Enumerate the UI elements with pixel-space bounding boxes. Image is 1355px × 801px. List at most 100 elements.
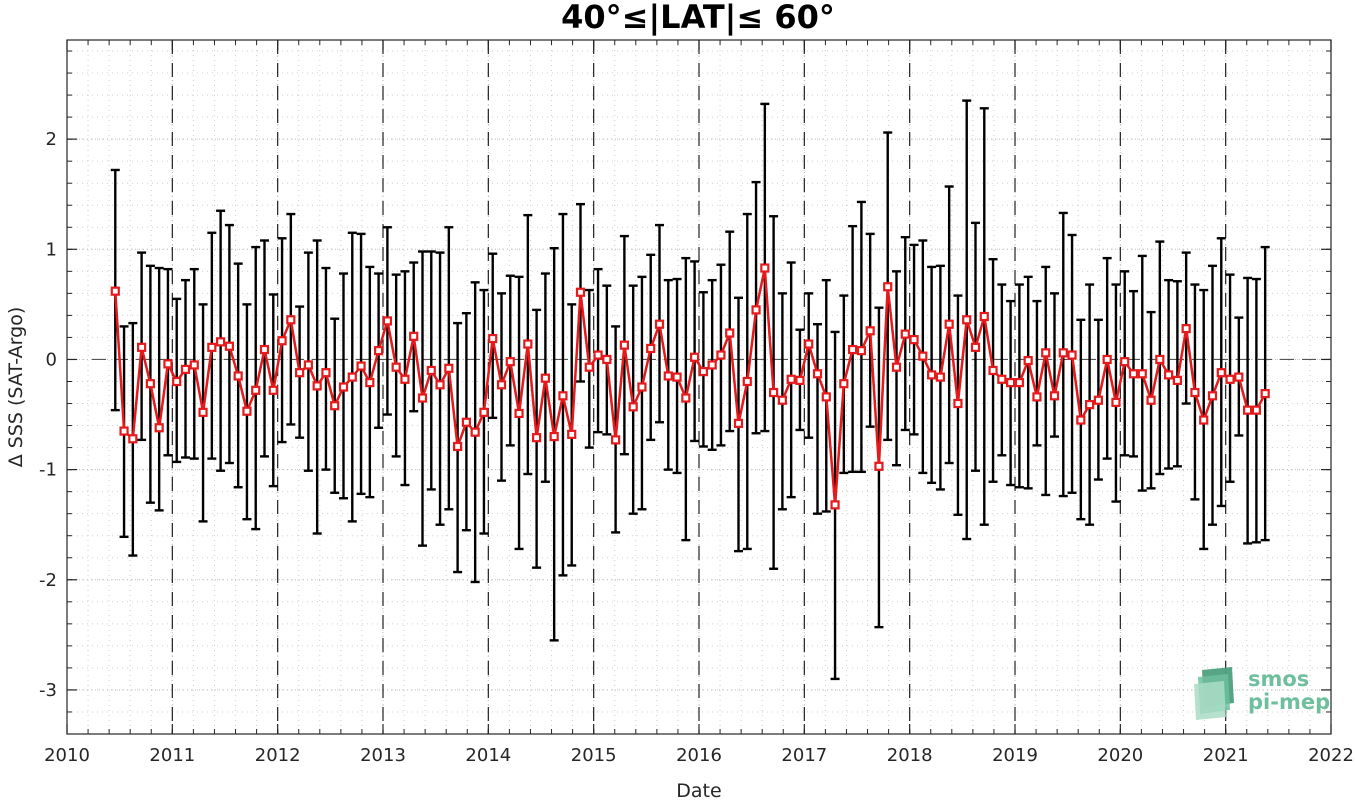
data-point-marker (488, 333, 498, 344)
data-point-marker (646, 343, 656, 354)
x-tick-label: 2018 (887, 745, 933, 766)
x-tick-label: 2012 (255, 745, 301, 766)
data-point-marker (540, 373, 550, 383)
data-point-marker (725, 328, 735, 338)
data-point-marker (207, 342, 217, 352)
x-tick-label: 2019 (992, 745, 1038, 766)
data-point-marker (259, 344, 270, 355)
smos-pi-mep-logo: smos pi-mep (1194, 667, 1330, 720)
data-point-marker (409, 331, 419, 341)
x-tick-label: 2016 (676, 745, 722, 766)
data-point-marker (769, 387, 779, 398)
data-point-marker (251, 385, 261, 395)
data-point-marker (690, 352, 700, 362)
data-point-marker (1032, 392, 1042, 402)
data-point-marker (549, 431, 559, 442)
data-point-marker (611, 435, 621, 445)
data-point-marker (1067, 350, 1077, 360)
data-point-marker (496, 380, 507, 390)
data-point-marker (962, 315, 972, 325)
y-tick-label: -3 (39, 680, 57, 701)
data-point-marker (1128, 369, 1139, 379)
data-point-marker (637, 382, 647, 392)
series-markers (110, 263, 1270, 510)
data-point-marker (233, 371, 243, 381)
data-point-marker (1041, 348, 1051, 358)
logo-text-pi-mep: pi-mep (1248, 690, 1330, 714)
data-point-marker (1137, 369, 1147, 379)
data-point-marker (216, 337, 226, 347)
y-tick-label: 2 (46, 129, 57, 150)
data-point-marker (593, 350, 603, 360)
data-point-marker (172, 376, 182, 387)
data-point-marker (470, 427, 480, 437)
data-point-marker (935, 372, 945, 382)
data-point-marker (400, 374, 410, 384)
data-point-marker (1207, 391, 1218, 401)
x-tick-label: 2011 (149, 745, 195, 766)
data-point-marker (321, 368, 331, 378)
x-tick-label: 2015 (571, 745, 617, 766)
data-point-marker (1225, 374, 1235, 384)
x-tick-label: 2022 (1308, 745, 1354, 766)
data-point-marker (812, 369, 823, 379)
data-point-marker (681, 393, 691, 403)
data-point-marker (927, 370, 937, 380)
data-point-marker (944, 319, 954, 329)
data-point-marker (1111, 397, 1121, 408)
data-point-marker (707, 360, 717, 370)
data-point-marker (874, 461, 884, 471)
data-point-marker (628, 402, 638, 412)
data-point-marker (1102, 354, 1112, 365)
data-point-marker (1251, 405, 1261, 415)
data-point-marker (1155, 354, 1165, 365)
data-point-marker (698, 366, 708, 377)
data-point-marker (760, 263, 770, 273)
data-point-marker (575, 287, 586, 297)
data-point-marker (751, 305, 761, 315)
data-point-marker (1085, 400, 1095, 410)
data-point-marker (242, 406, 252, 416)
data-point-marker (1093, 395, 1103, 405)
data-point-marker (295, 368, 305, 378)
data-point-marker (382, 316, 392, 326)
data-point-marker (865, 326, 875, 336)
data-point-marker (1164, 370, 1174, 380)
data-point-marker (128, 434, 138, 444)
data-point-marker (330, 401, 340, 411)
chart-title: 40°≤|LAT|≤ 60° (561, 0, 835, 37)
data-point-marker (137, 342, 147, 352)
data-point-marker (1172, 375, 1182, 385)
data-point-marker (1076, 415, 1086, 425)
data-point-marker (198, 407, 208, 417)
data-point-marker (532, 433, 542, 443)
data-point-marker (830, 500, 840, 510)
data-point-marker (303, 360, 313, 370)
data-point-marker (224, 341, 234, 351)
data-point-marker (1049, 391, 1060, 401)
data-point-marker (663, 371, 673, 381)
data-point-marker (619, 340, 629, 350)
x-tick-label: 2021 (1203, 745, 1249, 766)
y-tick-labels: -3 -2 -1 0 1 2 (39, 129, 57, 701)
x-tick-label: 2010 (44, 745, 90, 766)
data-point-marker (602, 354, 612, 365)
data-point-marker (145, 379, 155, 389)
data-point-marker (558, 391, 568, 401)
data-point-marker (979, 311, 989, 322)
year-dashed-lines (171, 40, 1227, 734)
data-point-marker (909, 335, 919, 345)
x-tick-label: 2017 (781, 745, 827, 766)
y-tick-label: -1 (39, 460, 57, 481)
x-tick-label: 2014 (465, 745, 511, 766)
data-point-marker (1181, 324, 1191, 334)
data-point-marker (900, 329, 910, 339)
x-tick-label: 2020 (1097, 745, 1143, 766)
data-point-marker (417, 393, 428, 403)
x-axis-label: Date (676, 780, 721, 801)
data-point-marker (1146, 395, 1156, 405)
data-point-marker (970, 342, 981, 352)
data-point-marker (883, 282, 893, 292)
data-point-marker (119, 426, 129, 436)
